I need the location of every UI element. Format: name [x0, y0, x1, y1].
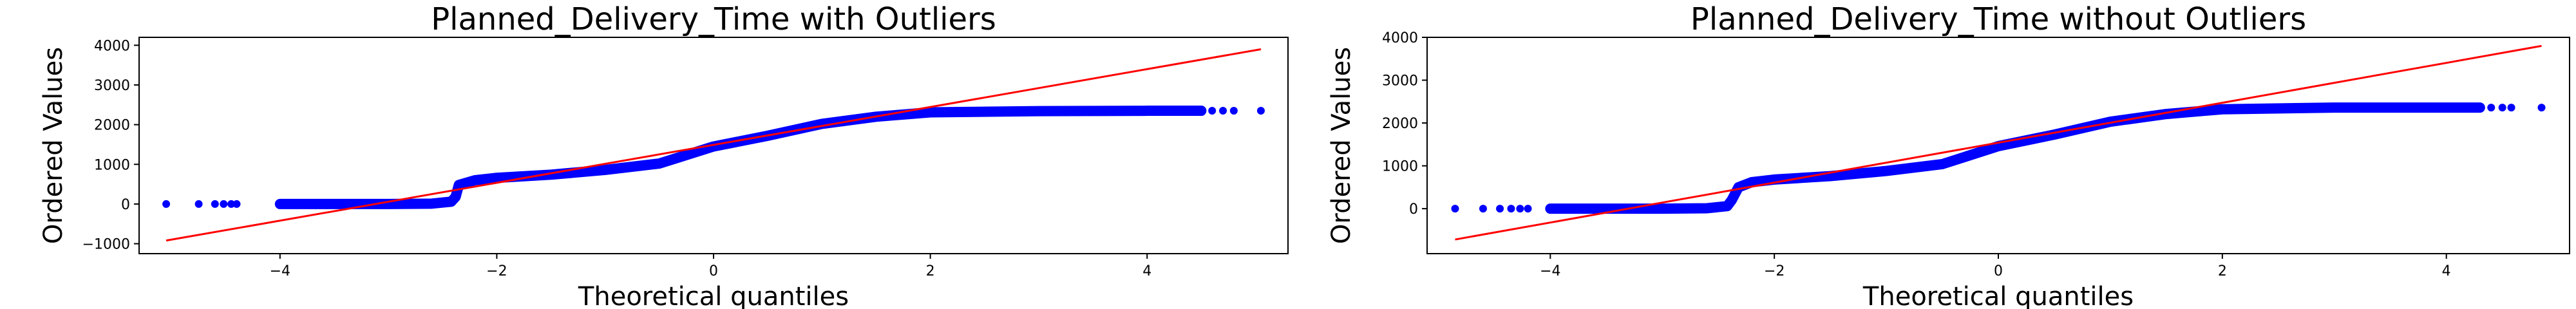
y-tick-label: 3000 [94, 78, 130, 94]
x-tick-label: −4 [1540, 263, 1560, 279]
x-tick-label: 4 [2442, 263, 2451, 279]
x-tick-label: 2 [2218, 263, 2227, 279]
data-points-series [274, 106, 1207, 209]
data-point [1479, 205, 1487, 213]
y-tick-label: 0 [121, 197, 130, 213]
x-tick-label: −2 [486, 263, 507, 279]
y-tick-label: 0 [1409, 201, 1418, 218]
data-point [1507, 205, 1515, 213]
reference-line [1455, 44, 2542, 241]
data-point [2487, 104, 2496, 112]
data-point [194, 200, 203, 208]
x-tick-label: −2 [1764, 263, 1785, 279]
y-tick-label: 1000 [1382, 159, 1418, 175]
x-tick-label: 0 [1994, 263, 2003, 279]
qq-plot-with-outliers: Planned_Delivery_Time with Outliers −4 −2 0… [39, 1, 1289, 309]
y-tick-label: −1000 [82, 237, 130, 253]
data-point [1256, 107, 1265, 115]
plot-frame [138, 37, 1289, 254]
data-point [211, 200, 219, 208]
data-point [227, 200, 236, 208]
data-point [1219, 107, 1227, 115]
x-axis-label: Theoretical quantiles [1862, 282, 2134, 309]
x-tick-label: 0 [709, 263, 718, 279]
data-point [2537, 104, 2546, 112]
data-point [2498, 104, 2506, 112]
data-point [1524, 205, 1532, 213]
x-axis-label: Theoretical quantiles [578, 282, 849, 309]
y-axis-label: Ordered Values [39, 47, 68, 244]
plot-frame [1426, 37, 2570, 254]
qq-plot-without-outliers: Planned_Delivery_Time without Outliers −4… [1327, 1, 2570, 309]
data-point [162, 200, 171, 208]
y-tick-label: 2000 [94, 118, 130, 134]
data-point [1516, 205, 1524, 213]
y-tick-label: 3000 [1382, 73, 1418, 89]
chart-title: Planned_Delivery_Time with Outliers [431, 1, 996, 37]
data-point [2507, 104, 2515, 112]
y-tick-label: 4000 [1382, 30, 1418, 46]
y-axis-label: Ordered Values [1327, 47, 1356, 244]
data-point [1451, 205, 1459, 213]
y-tick-label: 2000 [1382, 116, 1418, 132]
data-point [1496, 205, 1504, 213]
x-tick-label: 4 [1142, 263, 1151, 279]
data-point [1229, 107, 1238, 115]
chart-title: Planned_Delivery_Time without Outliers [1690, 1, 2306, 37]
x-tick-label: −4 [270, 263, 290, 279]
data-point [220, 200, 228, 208]
data-point [1208, 107, 1217, 115]
data-points-series [1545, 102, 2485, 214]
x-tick-label: 2 [926, 263, 935, 279]
data-point [232, 200, 241, 208]
reference-line [166, 48, 1262, 242]
y-tick-label: 4000 [94, 38, 130, 54]
y-tick-label: 1000 [94, 157, 130, 173]
